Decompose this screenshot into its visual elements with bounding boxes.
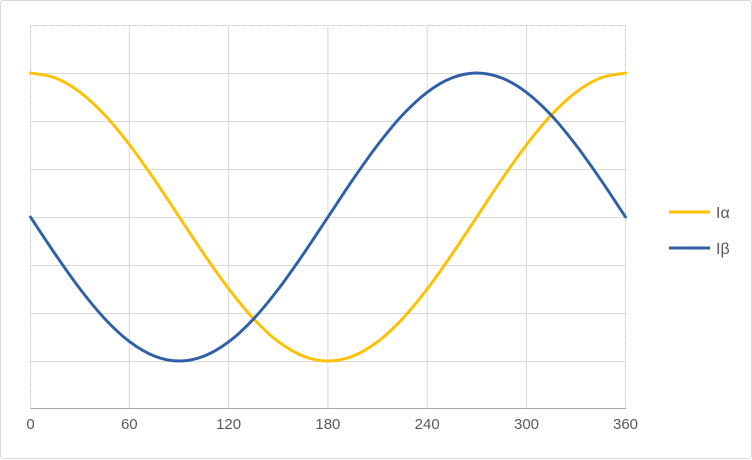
svg-text:Iα: Iα: [716, 205, 730, 222]
svg-text:120: 120: [216, 416, 241, 433]
svg-text:300: 300: [514, 416, 539, 433]
svg-text:240: 240: [415, 416, 440, 433]
svg-text:Iβ: Iβ: [716, 241, 730, 258]
svg-text:60: 60: [121, 416, 138, 433]
svg-text:0: 0: [26, 416, 34, 433]
svg-text:360: 360: [613, 416, 638, 433]
svg-text:180: 180: [315, 416, 340, 433]
